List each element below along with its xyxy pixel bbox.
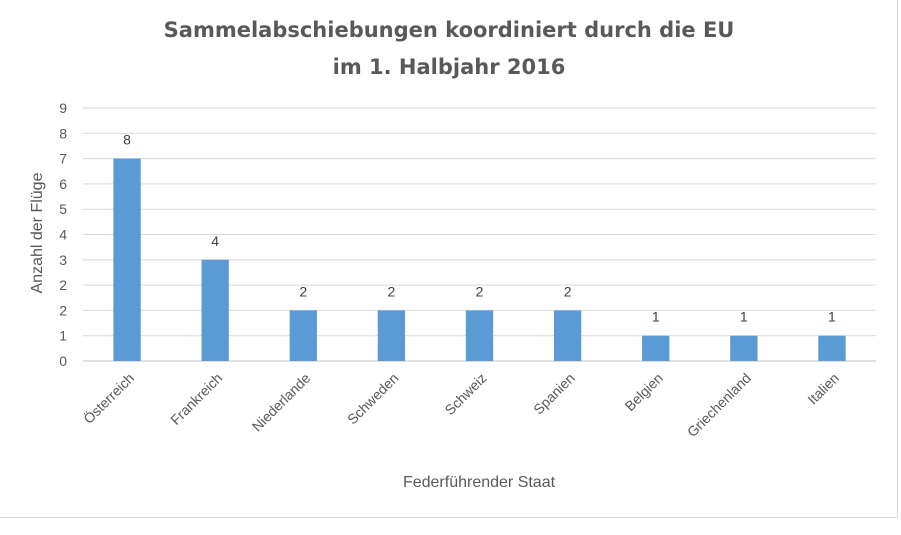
x-tick-label: Schweden <box>344 370 402 428</box>
y-tick-label: 7 <box>59 151 67 167</box>
bar <box>289 310 317 361</box>
bar <box>642 335 670 361</box>
bar <box>465 310 494 361</box>
bar-chart: Sammelabschiebungen koordiniert durch di… <box>29 18 876 491</box>
data-label: 2 <box>564 283 572 299</box>
chart-frame: Sammelabschiebungen koordiniert durch di… <box>0 0 898 518</box>
x-tick-label: Belgien <box>622 370 666 414</box>
y-tick-label: 4 <box>59 227 67 243</box>
y-tick-label: 2 <box>59 277 67 293</box>
data-label: 2 <box>387 283 395 299</box>
data-label: 1 <box>828 309 836 325</box>
chart-subtitle: im 1. Halbjahr 2016 <box>333 55 566 79</box>
data-label: 2 <box>476 283 484 299</box>
bar <box>730 335 758 361</box>
bar <box>201 259 229 361</box>
bar <box>377 310 406 361</box>
bars <box>113 158 846 361</box>
y-tick-label: 1 <box>59 328 67 344</box>
data-label: 4 <box>211 233 219 249</box>
data-label: 2 <box>299 283 307 299</box>
bar <box>113 158 141 361</box>
x-tick-label: Schweiz <box>441 370 489 418</box>
x-tick-label: Frankreich <box>167 370 225 428</box>
x-tick-label: Griechenland <box>684 370 754 440</box>
x-tick-label: Italien <box>804 370 842 408</box>
y-axis-ticks: 0 1 2 2 3 4 5 6 7 8 9 <box>59 100 67 369</box>
x-tick-label: Niederlande <box>249 370 314 435</box>
chart-title: Sammelabschiebungen koordiniert durch di… <box>164 18 735 42</box>
y-tick-label: 5 <box>59 201 67 217</box>
y-tick-label: 2 <box>59 302 67 318</box>
y-tick-label: 9 <box>59 100 67 116</box>
data-labels: 8 4 2 2 2 2 1 1 1 <box>123 132 836 325</box>
y-tick-label: 8 <box>59 125 67 141</box>
y-tick-label: 0 <box>59 353 67 369</box>
x-axis-title: Federführender Staat <box>403 474 556 491</box>
x-tick-label: Spanien <box>530 370 578 418</box>
data-label: 8 <box>123 132 131 148</box>
x-axis-ticks: Österreich Frankreich Niederlande Schweden S… <box>79 369 842 440</box>
y-tick-label: 6 <box>59 176 67 192</box>
bar <box>818 335 846 361</box>
x-tick-label: Österreich <box>79 369 137 427</box>
data-label: 1 <box>652 309 660 325</box>
bar <box>553 310 582 361</box>
data-label: 1 <box>740 309 748 325</box>
y-axis-title: Anzahl der Flüge <box>29 172 46 293</box>
y-tick-label: 3 <box>59 252 67 268</box>
